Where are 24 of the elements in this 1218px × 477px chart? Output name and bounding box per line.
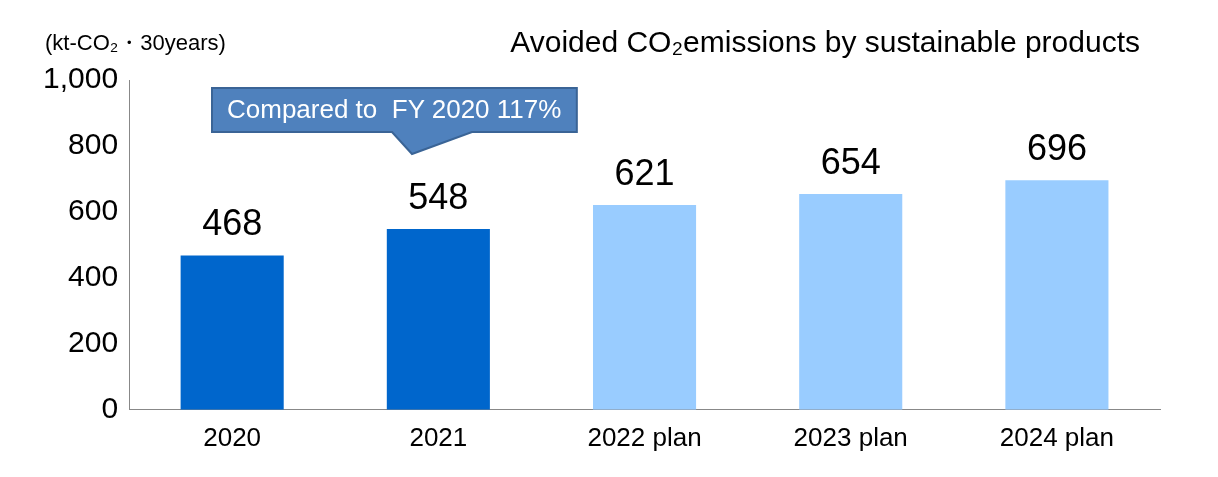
data-label: 696: [1026, 127, 1087, 169]
bar: [180, 255, 284, 410]
bar: [1005, 180, 1109, 410]
x-tick-label: 2020: [203, 421, 262, 452]
y-tick-label: 0: [101, 391, 119, 425]
data-label: 548: [408, 175, 469, 217]
bar: [386, 229, 490, 410]
chart-title: Avoided CO₂emissions by sustainable products: [510, 25, 1140, 58]
data-label: 654: [820, 141, 881, 183]
x-tick-label: 2021: [409, 421, 468, 452]
data-label: 468: [202, 202, 263, 244]
x-tick-label: 2023 plan: [793, 421, 908, 452]
y-tick-label: 800: [68, 127, 119, 161]
data-label: 621: [614, 151, 675, 193]
y-axis-title: (kt-CO₂・30years): [45, 30, 226, 55]
annotation: Compared to FY 2020 117%: [227, 94, 562, 125]
y-tick-label: 600: [68, 193, 119, 227]
x-tick-label: 2024 plan: [999, 421, 1115, 452]
y-tick-label: 200: [68, 325, 119, 359]
x-tick-label: 2022 plan: [587, 421, 702, 452]
y-tick-label: 1,000: [43, 61, 119, 95]
bar: [799, 194, 903, 410]
y-tick-label: 400: [68, 259, 119, 293]
bar: [592, 204, 697, 410]
